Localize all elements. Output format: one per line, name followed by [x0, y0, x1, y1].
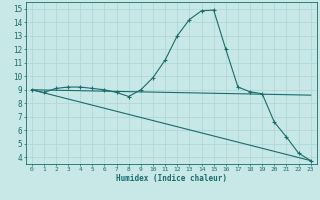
X-axis label: Humidex (Indice chaleur): Humidex (Indice chaleur) [116, 174, 227, 183]
